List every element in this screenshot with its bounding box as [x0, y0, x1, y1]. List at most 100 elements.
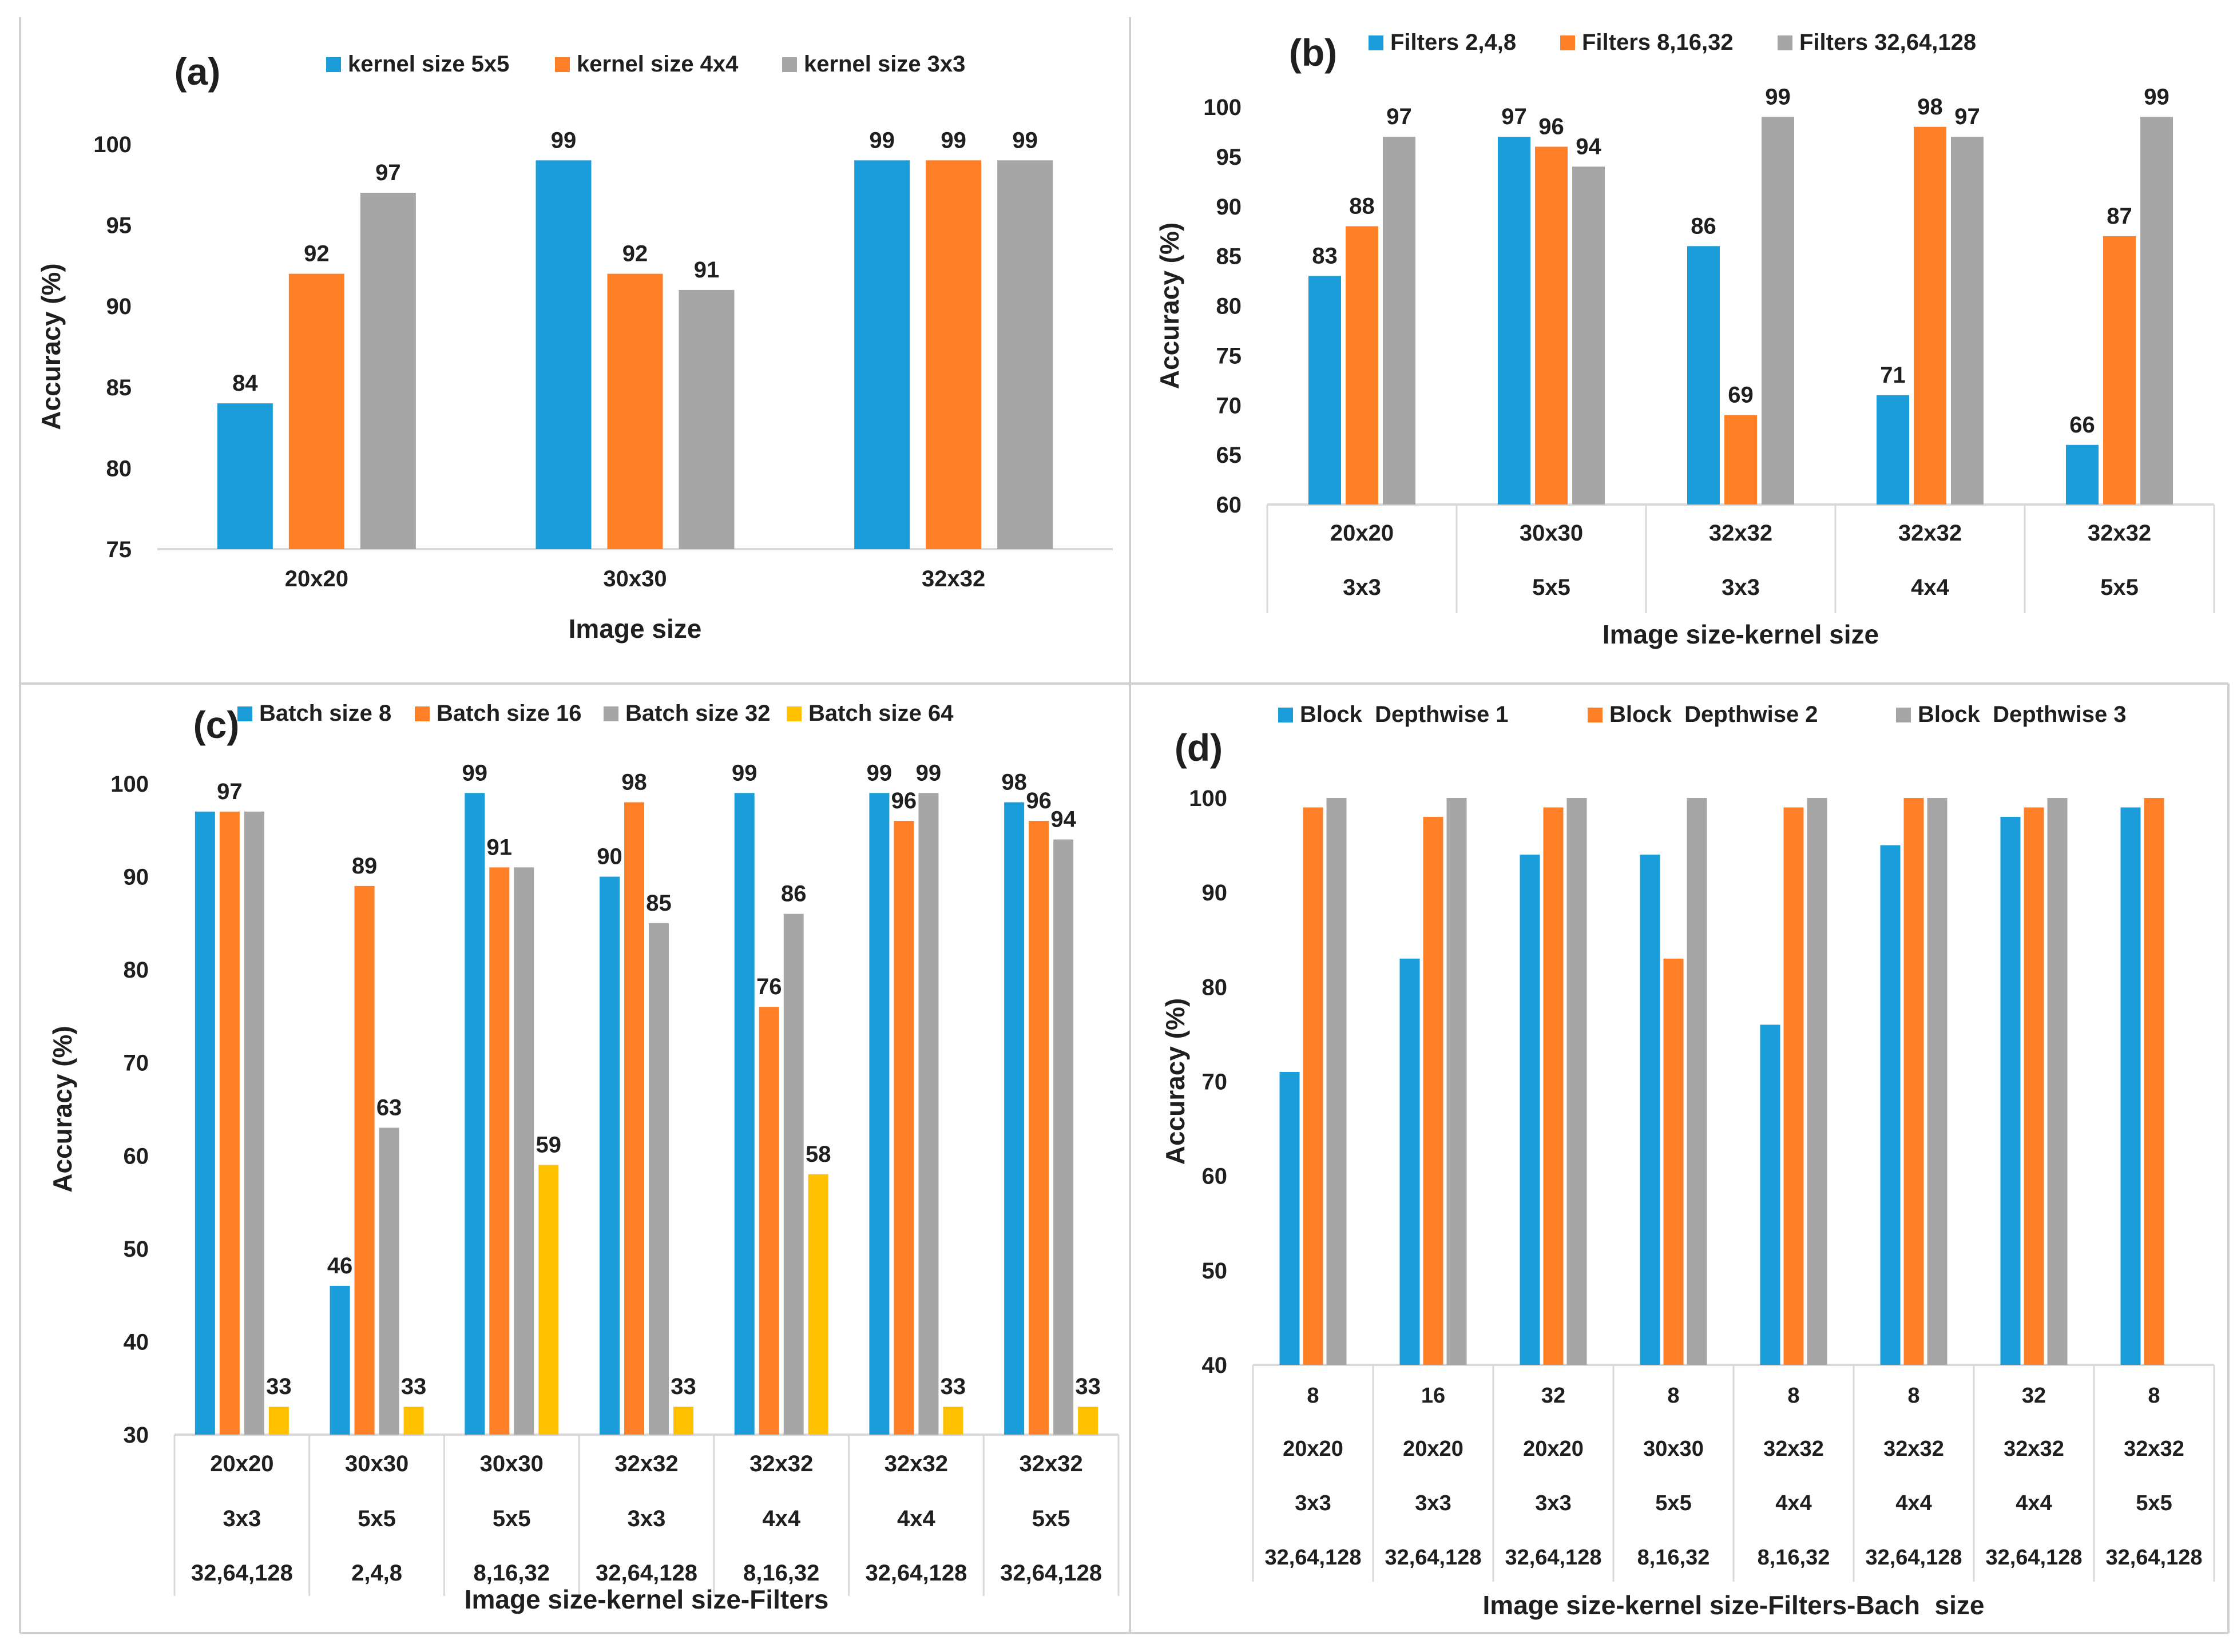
chart-a: (a) kernel size 5x5 kernel size 4x4 kernel … [36, 50, 1113, 644]
data-label: 66 [2069, 412, 2095, 438]
y-tick-label: 60 [1216, 493, 1242, 518]
x-tick-label: 32,64,128 [596, 1560, 697, 1586]
bar [244, 811, 264, 1435]
data-label: 94 [1050, 807, 1076, 832]
x-tick-label: 8 [2148, 1384, 2160, 1408]
x-tick-label: 32x32 [2088, 521, 2151, 546]
x-tick-label: 32x32 [1709, 521, 1772, 546]
bar [854, 160, 910, 549]
legend-label: Block Depthwise 2 [1609, 702, 1818, 727]
bar [1346, 226, 1378, 505]
bar [894, 821, 914, 1435]
legend-swatch [604, 706, 618, 721]
bar [536, 160, 592, 549]
x-tick-label: 3x3 [1415, 1491, 1451, 1515]
legend-swatch [555, 57, 570, 72]
data-label: 98 [1001, 770, 1027, 795]
panel-label: (a) [174, 50, 221, 93]
y-tick-label: 80 [124, 958, 149, 983]
bar [2144, 798, 2164, 1365]
panel-label: (d) [1175, 726, 1223, 769]
x-tick-label: 32,64,128 [1264, 1546, 1361, 1570]
y-tick-label: 90 [1202, 880, 1228, 906]
y-tick-label: 60 [124, 1143, 149, 1169]
bar [1308, 276, 1341, 505]
y-tick-label: 100 [1203, 95, 1242, 120]
bar [1279, 1071, 1300, 1365]
x-tick-label: 8,16,32 [743, 1560, 819, 1586]
x-tick-label: 20x20 [1330, 521, 1394, 546]
bar [869, 793, 890, 1435]
panel-label: (c) [193, 704, 240, 746]
x-tick-label: 30x30 [1643, 1437, 1704, 1461]
bar [2000, 817, 2021, 1365]
data-label: 99 [551, 128, 577, 153]
data-label: 33 [941, 1374, 966, 1399]
y-tick-label: 95 [1216, 145, 1242, 170]
bar [997, 160, 1053, 549]
chart-b: (b) Filters 2,4,8 Filters 8,16,32 Filters 3… [1155, 30, 2215, 649]
y-tick-label: 100 [1189, 786, 1227, 811]
x-tick-label: 5x5 [493, 1506, 531, 1531]
data-label: 99 [941, 128, 966, 153]
data-label: 98 [1917, 94, 1943, 120]
bar [607, 273, 663, 549]
bar [783, 914, 804, 1435]
y-axis-title: Accuracy (%) [1155, 223, 1184, 389]
x-tick-label: 8 [1307, 1384, 1319, 1408]
bar [2103, 236, 2136, 505]
bar [2066, 444, 2099, 505]
x-tick-label: 5x5 [358, 1506, 396, 1531]
bar [1914, 126, 1946, 505]
x-tick-label: 32,64,128 [1985, 1546, 2082, 1570]
legend-swatch [787, 706, 802, 721]
x-tick-label: 20x20 [1523, 1437, 1584, 1461]
bar [734, 793, 755, 1435]
legend-label: Block Depthwise 1 [1300, 702, 1509, 727]
bar [624, 802, 644, 1435]
legend-label: Batch size 8 [259, 701, 391, 726]
data-label: 99 [1012, 128, 1038, 153]
x-tick-label: 5x5 [1532, 575, 1570, 600]
bar [1399, 958, 1420, 1365]
data-label: 97 [217, 779, 243, 804]
data-label: 46 [327, 1253, 353, 1278]
y-axis-title: Accuracy (%) [47, 1026, 77, 1192]
bar [673, 1407, 693, 1435]
data-label: 76 [756, 974, 782, 999]
legend-swatch [1278, 708, 1293, 722]
x-tick-label: 8 [1667, 1384, 1679, 1408]
y-tick-label: 70 [124, 1051, 149, 1076]
x-tick-label: 32x32 [1898, 521, 1962, 546]
x-tick-label: 3x3 [1343, 575, 1381, 600]
bar [403, 1407, 424, 1435]
legend-swatch [1896, 708, 1911, 722]
x-tick-label: 4x4 [1895, 1491, 1931, 1515]
y-tick-label: 40 [124, 1329, 149, 1355]
x-tick-label: 32x32 [1763, 1437, 1824, 1461]
legend-label: Batch size 64 [808, 701, 954, 726]
y-tick-label: 95 [106, 213, 132, 239]
x-tick-label: 16 [1421, 1384, 1445, 1408]
bar [1498, 137, 1530, 505]
x-tick-label: 8,16,32 [474, 1560, 550, 1586]
bar [1572, 166, 1605, 505]
panel-label: (b) [1289, 31, 1337, 74]
bar [1078, 1407, 1098, 1435]
x-tick-label: 5x5 [1655, 1491, 1691, 1515]
y-tick-label: 75 [1216, 343, 1242, 368]
bar [1566, 798, 1587, 1365]
bar [918, 793, 939, 1435]
bar [1029, 821, 1049, 1435]
bar [2120, 807, 2141, 1365]
legend-label: kernel size 4x4 [577, 51, 739, 77]
x-tick-label: 4x4 [1911, 575, 1949, 600]
legend-swatch [237, 706, 252, 721]
data-label: 86 [1691, 213, 1716, 239]
x-tick-label: 3x3 [1535, 1491, 1571, 1515]
bar [1004, 802, 1025, 1435]
x-tick-label: 3x3 [1295, 1491, 1331, 1515]
x-tick-label: 5x5 [2100, 575, 2139, 600]
x-tick-label: 30x30 [345, 1451, 408, 1476]
